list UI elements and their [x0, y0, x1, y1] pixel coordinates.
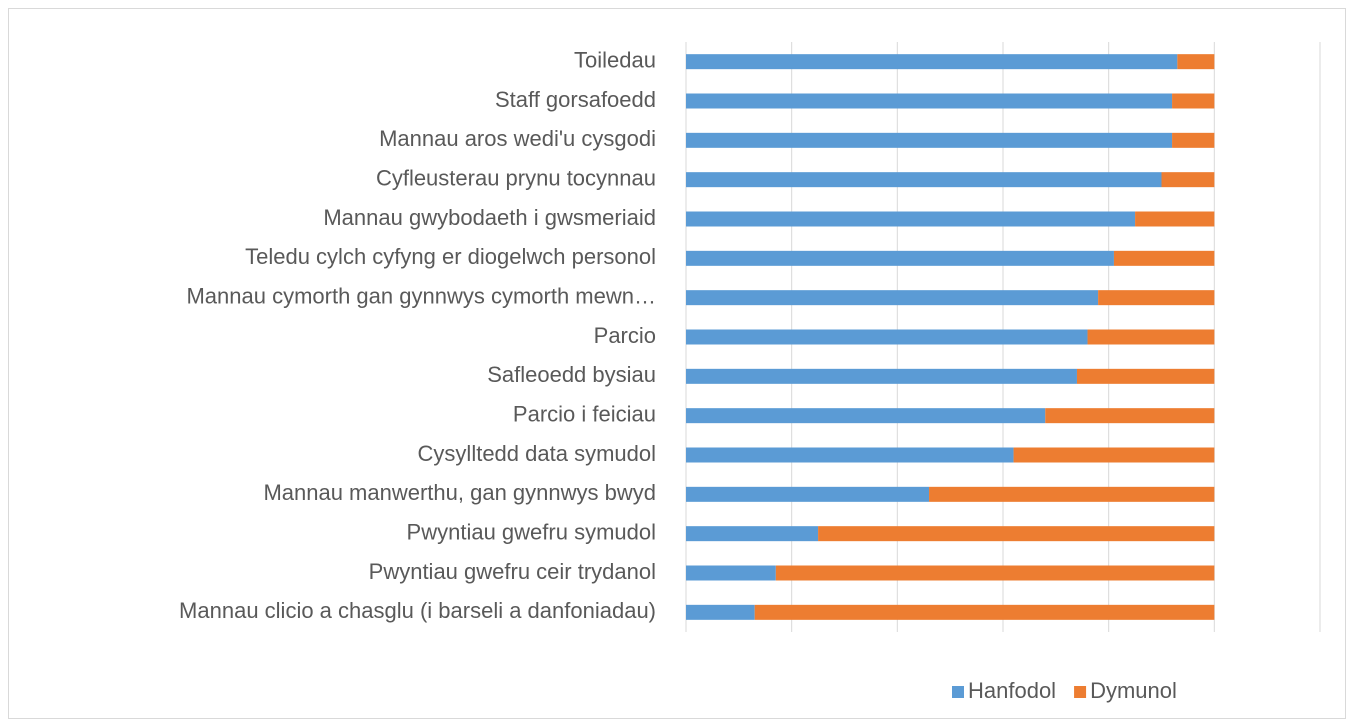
- bar-segment: [686, 290, 1099, 306]
- bar-segment: [686, 132, 1173, 148]
- bar-segment: [686, 93, 1173, 109]
- legend-label: Hanfodol: [968, 678, 1056, 703]
- y-tick-label: Parcio i feiciau: [513, 401, 656, 426]
- y-tick-label: Mannau clicio a chasglu (i barseli a dan…: [179, 598, 656, 623]
- y-tick-label: Toiledau: [574, 47, 656, 72]
- bar-segment: [686, 447, 1014, 463]
- bar-segment: [1172, 132, 1215, 148]
- y-tick-label: Cyfleusterau prynu tocynnau: [376, 165, 656, 190]
- bar-segment: [1076, 368, 1215, 384]
- bar-segment: [686, 368, 1077, 384]
- bar-segment: [1045, 408, 1215, 424]
- bar-segment: [686, 172, 1162, 188]
- y-tick-label: Pwyntiau gwefru symudol: [407, 519, 656, 544]
- bar-segment: [686, 211, 1136, 227]
- bar-segment: [686, 526, 819, 542]
- y-tick-label: Cysylltedd data symudol: [418, 441, 656, 466]
- bar-segment: [686, 565, 776, 581]
- bar-segment: [1098, 290, 1215, 306]
- bar-segment: [1161, 172, 1215, 188]
- legend-swatch: [952, 686, 964, 698]
- bar-segment: [1177, 54, 1215, 70]
- bar-segment: [1172, 93, 1215, 109]
- bar-segment: [686, 54, 1178, 70]
- bar-segment: [1135, 211, 1215, 227]
- bar-segment: [686, 329, 1088, 345]
- y-tick-label: Mannau aros wedi'u cysgodi: [379, 126, 656, 151]
- bar-segment: [686, 486, 930, 502]
- y-tick-label: Teledu cylch cyfyng er diogelwch persono…: [245, 244, 656, 269]
- bar-segment: [929, 486, 1215, 502]
- legend-swatch: [1074, 686, 1087, 698]
- bar-segment: [1013, 447, 1215, 463]
- y-tick-label: Pwyntiau gwefru ceir trydanol: [369, 559, 656, 584]
- bar-segment: [818, 526, 1215, 542]
- y-tick-label: Safleoedd bysiau: [487, 362, 656, 387]
- legend-label: Dymunol: [1090, 678, 1177, 703]
- y-tick-label: Staff gorsafoedd: [495, 87, 656, 112]
- bar-segment: [754, 604, 1215, 620]
- y-tick-label: Mannau gwybodaeth i gwsmeriaid: [323, 205, 656, 230]
- bar-segment: [1113, 250, 1215, 266]
- chart-border: [8, 8, 1346, 719]
- bar-segment: [686, 604, 755, 620]
- bar-segment: [775, 565, 1215, 581]
- bar-segment: [686, 408, 1046, 424]
- y-tick-label: Mannau manwerthu, gan gynnwys bwyd: [263, 480, 656, 505]
- y-tick-label: Mannau cymorth gan gynnwys cymorth mewn…: [186, 283, 656, 308]
- bar-segment: [1087, 329, 1215, 345]
- bar-segment: [686, 250, 1114, 266]
- y-tick-label: Parcio: [594, 323, 656, 348]
